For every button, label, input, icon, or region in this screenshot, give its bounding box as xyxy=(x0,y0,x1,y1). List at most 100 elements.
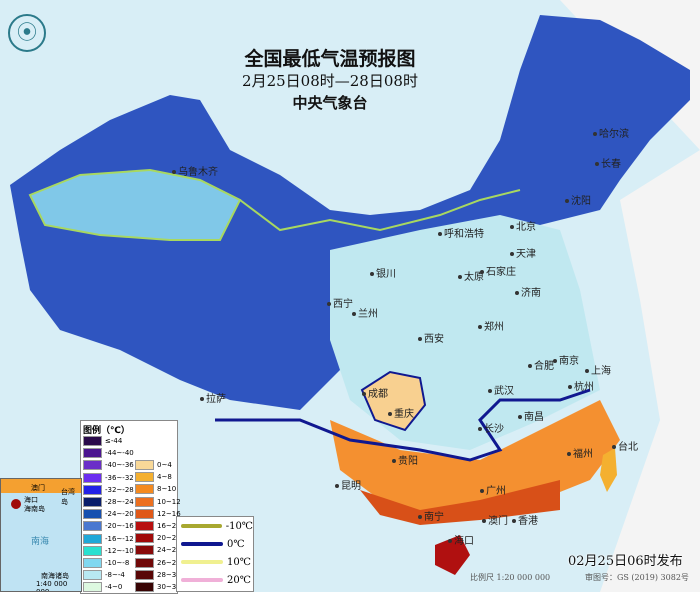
legend-label: -4~0 xyxy=(105,583,123,592)
isotherm-legend-item: 10℃ xyxy=(177,553,253,571)
taiwan-island xyxy=(600,448,617,492)
city-label: 南京 xyxy=(553,352,579,367)
issuer: 中央气象台 xyxy=(292,94,368,112)
legend-label: -24~-20 xyxy=(105,510,134,519)
legend-swatch xyxy=(135,484,154,495)
legend-swatch xyxy=(135,508,154,519)
legend-item: -28~-24 xyxy=(83,497,134,507)
isotherm-label: 10℃ xyxy=(227,556,251,568)
isotherm-line-swatch xyxy=(181,542,223,546)
legend-label: 24~26 xyxy=(157,546,181,555)
city-label: 上海 xyxy=(585,362,611,377)
isotherm-line-swatch xyxy=(181,524,222,528)
legend-item: 24~26 xyxy=(135,545,181,556)
legend-swatch xyxy=(83,570,102,581)
legend-item: 8~10 xyxy=(135,484,176,495)
legend-item: 10~12 xyxy=(135,496,181,507)
city-label: 贵阳 xyxy=(392,452,418,467)
legend-swatch xyxy=(135,582,154,592)
isotherm-legend-item: -10℃ xyxy=(177,517,253,535)
legend-swatch xyxy=(135,569,154,580)
city-label: 兰州 xyxy=(352,305,378,320)
city-label: 福州 xyxy=(567,445,593,460)
inset-label: 南海诸岛 xyxy=(41,572,69,580)
legend-item: -44~-40 xyxy=(83,448,134,459)
city-label: 北京 xyxy=(510,218,536,233)
city-label: 郑州 xyxy=(478,318,504,333)
legend-swatch xyxy=(83,533,102,544)
city-label: 西安 xyxy=(418,330,444,345)
forecast-period: 2月25日08时—28日08时 xyxy=(242,72,418,90)
city-label: 南宁 xyxy=(418,508,444,523)
city-label: 乌鲁木齐 xyxy=(172,163,218,178)
northwest-light-zone xyxy=(28,168,242,241)
isotherm-label: 0℃ xyxy=(227,538,245,550)
legend-item: 4~8 xyxy=(135,472,172,483)
china-cold-zone xyxy=(10,15,690,410)
city-label: 银川 xyxy=(370,265,396,280)
inset-label: 澳门 xyxy=(31,484,45,492)
legend-item: -4~0 xyxy=(83,582,123,593)
legend-label: ≤-44 xyxy=(105,437,123,445)
city-label: 石家庄 xyxy=(480,263,516,278)
isotherm-line-swatch xyxy=(181,578,223,582)
city-label: 合肥 xyxy=(528,357,554,372)
city-label: 沈阳 xyxy=(565,192,591,207)
city-label: 呼和浩特 xyxy=(438,225,484,240)
legend-item: -24~-20 xyxy=(83,509,134,520)
legend-item: -40~-36 xyxy=(83,460,134,471)
legend-label: -40~-36 xyxy=(105,461,134,470)
legend-swatch xyxy=(135,557,154,568)
legend: 图例（℃） ≤-44 -44~-40 -40~-36 -36~-32 -32~-28 -2… xyxy=(80,420,181,594)
city-label: 天津 xyxy=(510,245,536,260)
city-label: 拉萨 xyxy=(200,390,226,405)
legend-label: 10~12 xyxy=(157,497,181,506)
legend-label: -36~-32 xyxy=(105,473,134,482)
legend-label: -44~-40 xyxy=(105,449,134,458)
city-label: 昆明 xyxy=(335,477,361,492)
city-label: 香港 xyxy=(512,512,538,527)
legend-label: -12~-10 xyxy=(105,546,134,555)
inset-label: 台湾岛 xyxy=(61,488,75,506)
legend-label: 30~32 xyxy=(157,583,181,591)
isotherm-legend-item: 0℃ xyxy=(177,535,253,553)
south-china-sea-inset: 海口 海南岛 南海 澳门 台湾岛 南海诸岛 1:40 000 000 xyxy=(0,478,82,592)
legend-item: 30~32 xyxy=(135,582,181,592)
legend-swatch xyxy=(83,472,102,483)
legend-item: -20~-16 xyxy=(83,521,134,532)
city-label: 台北 xyxy=(612,438,638,453)
inset-label: 海口 xyxy=(24,496,38,504)
legend-swatch xyxy=(83,545,102,556)
legend-label: -28~-24 xyxy=(105,498,134,506)
isotherm-0 xyxy=(215,388,591,462)
legend-item: 0~4 xyxy=(135,460,172,470)
legend-item: 20~24 xyxy=(135,533,181,544)
city-label: 海口 xyxy=(448,532,474,547)
legend-item: ≤-44 xyxy=(83,436,122,446)
city-label: 广州 xyxy=(480,482,506,497)
inset-label: 海南岛 xyxy=(24,505,45,513)
legend-item: 12~16 xyxy=(135,508,181,519)
land-outside xyxy=(560,0,700,592)
city-label: 重庆 xyxy=(388,405,414,420)
legend-item: -8~-4 xyxy=(83,570,125,581)
isotherm-line-swatch xyxy=(181,560,223,564)
city-label: 成都 xyxy=(362,385,388,400)
city-label: 澳门 xyxy=(482,512,508,527)
legend-label: -32~-28 xyxy=(105,485,134,494)
isotherm-legend: -10℃ 0℃ 10℃ 20℃ xyxy=(176,516,254,592)
city-label: 济南 xyxy=(515,284,541,299)
legend-label: -8~-4 xyxy=(105,571,125,580)
far-south-zone xyxy=(360,480,560,525)
city-label: 西宁 xyxy=(327,295,353,310)
legend-label: -20~-16 xyxy=(105,522,134,531)
city-label: 长沙 xyxy=(478,420,504,435)
issued-time: 02月25日06时发布 xyxy=(568,554,683,569)
city-label: 杭州 xyxy=(568,378,594,393)
legend-swatch xyxy=(83,521,102,532)
isotherm-legend-item: 20℃ xyxy=(177,571,253,589)
legend-swatch xyxy=(135,460,154,470)
legend-label: 26~28 xyxy=(157,558,181,567)
legend-swatch xyxy=(83,509,102,520)
